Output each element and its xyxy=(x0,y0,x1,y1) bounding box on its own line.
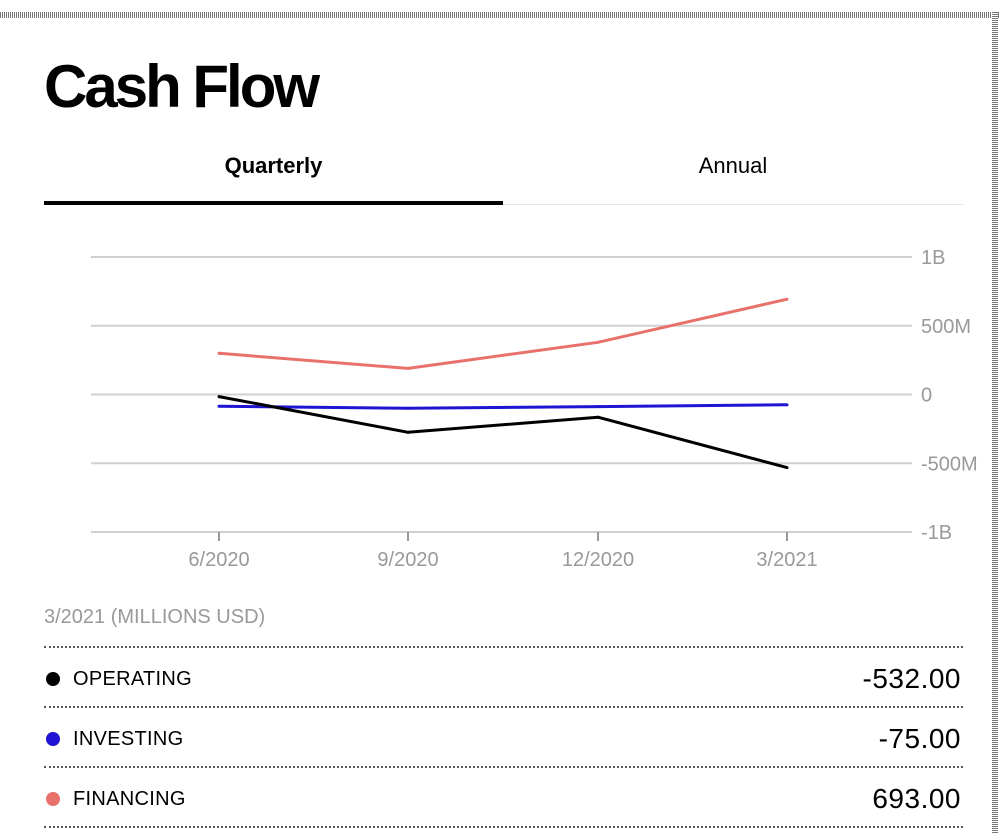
x-tick-label: 3/2021 xyxy=(756,549,817,571)
operating-label: OPERATING xyxy=(73,668,193,690)
investing-value: -75.00 xyxy=(878,723,961,754)
tab-quarterly[interactable]: Quarterly xyxy=(224,153,323,178)
x-tick-label: 9/2020 xyxy=(377,549,438,571)
financing-label: FINANCING xyxy=(73,788,186,810)
page-title: Cash Flow xyxy=(44,53,320,120)
table-row-financing: FINANCING 693.00 xyxy=(44,766,963,828)
data-point-operating xyxy=(406,430,410,434)
investing-label: INVESTING xyxy=(73,728,184,750)
data-point-operating xyxy=(785,466,789,470)
cash-flow-table: OPERATING -532.00 INVESTING -75.00 FINAN… xyxy=(44,646,963,828)
data-point-financing xyxy=(406,366,410,370)
active-tab-indicator xyxy=(44,201,503,205)
data-point-investing xyxy=(785,403,789,407)
cash-flow-chart: 1B 500M 0 -500M -1B 6/2020 9/2020 12/2020 3/2021 xyxy=(91,247,978,571)
table-row-investing: INVESTING -75.00 xyxy=(44,706,963,766)
series-line-operating xyxy=(218,395,788,470)
tab-annual[interactable]: Annual xyxy=(698,153,768,178)
data-point-investing xyxy=(217,404,221,408)
y-tick-label: 0 xyxy=(921,385,932,407)
data-point-financing xyxy=(596,340,600,344)
data-point-operating xyxy=(596,415,600,419)
data-point-investing xyxy=(596,405,600,409)
x-tick-label: 6/2020 xyxy=(188,549,249,571)
y-tick-label: 1B xyxy=(921,247,945,269)
operating-value: -532.00 xyxy=(862,663,961,694)
period-tabs: Quarterly Annual xyxy=(44,140,963,206)
y-tick-label: -1B xyxy=(921,522,952,544)
operating-legend-dot xyxy=(46,672,60,686)
series-line-investing xyxy=(218,403,788,410)
series-line-financing xyxy=(218,297,788,370)
tab-divider xyxy=(44,204,963,205)
data-point-operating xyxy=(217,395,221,399)
y-tick-label: -500M xyxy=(921,453,978,475)
y-tick-label: 500M xyxy=(921,316,971,338)
right-dotted-border xyxy=(992,12,998,833)
period-label: 3/2021 (MILLIONS USD) xyxy=(44,606,266,628)
financing-legend-dot xyxy=(46,792,60,806)
data-point-investing xyxy=(406,406,410,410)
data-point-financing xyxy=(217,351,221,355)
table-row-operating: OPERATING -532.00 xyxy=(44,646,963,706)
top-dotted-border xyxy=(0,12,1000,18)
investing-legend-dot xyxy=(46,732,60,746)
financing-value: 693.00 xyxy=(872,783,961,814)
x-tick-label: 12/2020 xyxy=(562,549,634,571)
data-point-financing xyxy=(785,297,789,301)
